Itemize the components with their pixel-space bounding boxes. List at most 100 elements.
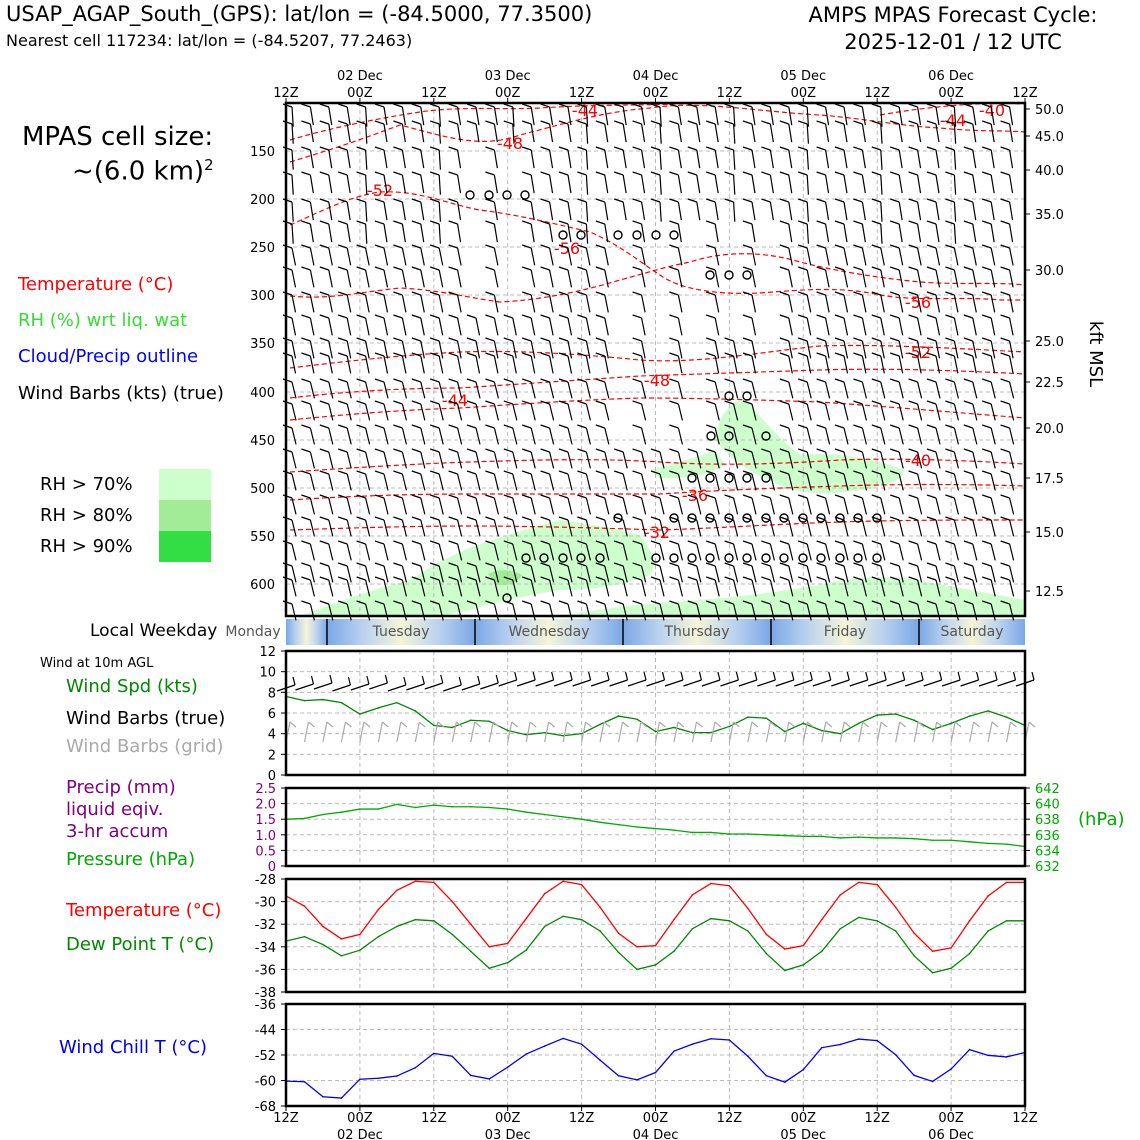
wind-barb (448, 146, 458, 151)
wind-barb (430, 337, 440, 342)
wind-barb (871, 314, 881, 319)
wind-barb (659, 565, 665, 583)
wind-barb (595, 244, 605, 249)
wind-barb (338, 291, 348, 296)
wind-barb (761, 103, 771, 108)
wind-barb (420, 603, 426, 621)
wind-barb-true (717, 671, 721, 681)
dewpoint-line-point (562, 915, 564, 918)
wind-barb (365, 106, 368, 127)
wind-barb (356, 516, 366, 521)
pressure-line-point (506, 808, 509, 810)
wind-barb (485, 400, 495, 405)
wind-barb (493, 519, 499, 537)
wind-barb (577, 470, 587, 475)
wind-barb (677, 123, 682, 143)
wind-barb (926, 291, 937, 296)
wind-barb-true (941, 679, 961, 687)
wind-speed-line-point (876, 714, 878, 716)
wind-barb (604, 247, 609, 266)
wind-barb (935, 106, 940, 126)
wind-barb (990, 294, 996, 313)
wind-barb (816, 424, 826, 429)
wind-barb (761, 198, 771, 203)
wind-barb (346, 543, 352, 561)
wind-barb (577, 516, 587, 521)
wind-barb (309, 381, 315, 399)
wind-barb (420, 247, 425, 266)
wind-barb (411, 266, 421, 271)
wind-barb (926, 171, 937, 176)
wind-barb (567, 269, 573, 288)
wind-barb (834, 494, 845, 499)
dewpoint-line-point (654, 964, 657, 966)
wind-barb (430, 378, 440, 383)
wind-barb (309, 247, 315, 266)
wind-barb (401, 294, 407, 313)
wind-barb (880, 473, 886, 491)
wind-barb (485, 337, 495, 342)
wind-barb (963, 120, 973, 125)
wind-barb (816, 337, 826, 342)
wind-barb (953, 269, 959, 288)
wind-barb (448, 198, 458, 203)
wind-barb (291, 427, 297, 445)
wind-barb (475, 451, 481, 469)
wind-barb (669, 576, 679, 581)
windchill-ytick-label: -44 (255, 1024, 276, 1039)
weekday-label-monday: Monday (225, 624, 280, 640)
wind-barb (393, 516, 403, 521)
wind-barb (567, 427, 573, 445)
dewpoint-line-point (691, 927, 694, 930)
wind-barb (540, 494, 550, 499)
wind-barb (411, 400, 421, 405)
wind-barb (282, 103, 293, 108)
wind-barb (953, 473, 959, 491)
wind-barb (374, 103, 385, 108)
wind-barb (567, 340, 573, 359)
windchill-line-point (488, 1078, 491, 1080)
wind-barb (788, 223, 793, 243)
wind-barb (1000, 266, 1010, 271)
wind-barb (917, 427, 923, 445)
wind-barb (714, 269, 720, 288)
wind-barb (282, 146, 293, 151)
wind-barb (935, 317, 941, 336)
wind-barb (430, 576, 440, 581)
temperature-line-point (506, 942, 509, 945)
isotherm-label: -36 (682, 486, 708, 505)
wind-barb (577, 562, 587, 567)
wind-barb (963, 103, 973, 108)
bottom-tick-label: 12Z (421, 1111, 447, 1126)
wind-barb (972, 497, 978, 515)
wind-barb (595, 337, 605, 342)
wind-speed-ytick-label: 10 (259, 666, 276, 681)
wind-barb (356, 424, 366, 429)
wind-barb (493, 201, 498, 221)
pressure-ytick-label: 632 (1035, 860, 1060, 875)
wind-barb (430, 600, 440, 605)
wind-barb (585, 269, 591, 288)
isotherm-label: -52 (905, 343, 931, 362)
wind-barb (549, 451, 555, 469)
wind-barb (751, 543, 757, 561)
wind-barb (834, 220, 845, 225)
wind-barb-grid (673, 721, 679, 743)
wind-barb (834, 146, 845, 151)
wind-barb (963, 337, 973, 342)
wind-barb (687, 120, 697, 125)
wind-barb (890, 540, 900, 545)
wind-barb (779, 198, 789, 203)
isotherm-line (289, 191, 1025, 301)
wind-barb (853, 266, 863, 271)
wind-barb (935, 149, 940, 169)
wind-speed-line (285, 695, 1026, 737)
wind-barb (577, 146, 587, 151)
height-axis-label: 50.0 (1035, 103, 1064, 118)
wind-barb (319, 352, 329, 357)
windchill-line-point (340, 1097, 343, 1099)
top-date-label: 03 Dec (485, 69, 531, 84)
wind-barb-true (551, 671, 555, 681)
wind-barb (485, 120, 495, 125)
wind-barb-grid (636, 721, 642, 743)
